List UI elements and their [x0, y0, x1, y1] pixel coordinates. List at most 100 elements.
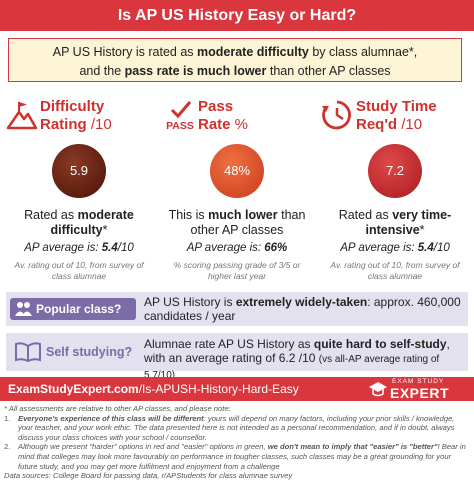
text-segment: extremely widely-taken — [235, 295, 368, 309]
heading: Study Time Req'd /10 — [356, 98, 437, 134]
cap-icon — [369, 382, 387, 397]
text-segment: Alumnae rate AP US History as — [144, 337, 314, 351]
note-items: 1. Everyone's experience of this class wi… — [4, 414, 470, 472]
text-segment: AP average is: — [24, 242, 102, 254]
row-text: Alumnae rate AP US History as quite hard… — [144, 337, 464, 383]
average: AP average is: 5.4/10 — [4, 242, 154, 254]
text-segment: /10 — [117, 242, 134, 254]
summary-line: AP US History is rated as moderate diffi… — [9, 43, 461, 62]
text-segment: AP US History is rated as — [52, 45, 198, 59]
text-segment: /10 — [397, 116, 423, 133]
text-segment: /10 — [86, 116, 112, 133]
study-column: Study Time Req'd /10 7.2 Rated as very t… — [316, 92, 474, 290]
description: This is much lower than other AP classes — [168, 208, 306, 238]
note-text: Although we present "harder" options in … — [18, 442, 466, 470]
heading-line: Difficulty — [40, 98, 105, 115]
popular-row: Popular class? AP US History is extremel… — [6, 292, 468, 326]
text-segment: Req'd — [356, 116, 398, 133]
value-circle: 5.9 — [52, 144, 106, 198]
notes: * All assessments are relative to other … — [4, 404, 470, 481]
average: AP average is: 5.4/10 — [320, 242, 470, 254]
text-segment: ExamStudyExpert.com — [8, 382, 139, 396]
text-segment: ! Bear in mind that colleges may look mo… — [18, 442, 466, 471]
heading-line: Pass — [198, 98, 234, 115]
row-label-text: Popular class? — [36, 302, 122, 316]
text-segment: 5.4 — [417, 242, 434, 254]
text-segment: : approx. 460,000 candidates / year — [144, 295, 461, 323]
note: Av. rating out of 10, from survey of cla… — [14, 260, 144, 281]
text-segment: moderate difficulty — [197, 45, 309, 59]
footer-url: ExamStudyExpert.com/Is-APUSH-History-Har… — [8, 382, 299, 396]
text-segment: and the — [79, 64, 125, 78]
description: Rated as very time-intensive* — [326, 208, 464, 238]
heading-line: Rating /10 — [40, 116, 112, 134]
note-number: 1. — [4, 413, 11, 423]
text-segment: 5.4 — [101, 242, 118, 254]
difficulty-column: Difficulty Rating /10 5.9 Rated as moder… — [0, 92, 158, 290]
text-segment: moderate difficulty — [50, 208, 134, 237]
text-segment: % — [230, 116, 249, 133]
note-item: 2. Although we present "harder" options i… — [4, 442, 470, 471]
text-segment: than other AP classes — [190, 208, 306, 237]
notes-sources: Data sources: College Board for passing … — [4, 471, 293, 481]
note: Av. rating out of 10, from survey of cla… — [330, 260, 460, 281]
text-segment: quite hard to self-study — [313, 337, 447, 351]
text-segment: (vs all-AP average rating of 5.7/10) — [144, 354, 440, 381]
heading: Difficulty Rating /10 — [40, 98, 112, 134]
text-segment: AP average is: — [340, 242, 418, 254]
title: Is AP US History Easy or Hard? — [0, 0, 474, 31]
row-label: Self studying? — [10, 337, 136, 367]
text-segment: Rated as — [24, 208, 78, 222]
heading-line: Study Time — [356, 98, 437, 115]
note-item: 1. Everyone's experience of this class wi… — [4, 414, 470, 443]
row-label-text: Self studying? — [46, 345, 133, 359]
note: % scoring passing grade of 3/5 or higher… — [173, 260, 301, 281]
text-segment: , with an average rating of 6.2 /10 — [144, 337, 450, 365]
text-segment: AP US History is — [144, 295, 236, 309]
pass-icon: PASS — [166, 101, 194, 132]
row-text: AP US History is extremely widely-taken:… — [144, 295, 464, 323]
text-segment: /10 — [433, 242, 450, 254]
heading: Pass Rate % — [198, 98, 248, 134]
logo-top: EXAM STUDY — [392, 378, 445, 385]
note-number: 2. — [4, 442, 11, 452]
text-segment: * — [102, 223, 108, 237]
heading-line: Req'd /10 — [356, 116, 437, 134]
text-segment: AP average is: — [186, 242, 265, 254]
text-segment: * — [419, 223, 425, 237]
text-segment: pass rate is much lower — [124, 64, 267, 78]
pass-column: PASS Pass Rate % 48% This is much lower … — [158, 92, 316, 290]
notes-intro: * All assessments are relative to other … — [4, 404, 231, 413]
text-segment: Although we present "harder" options in … — [18, 442, 268, 452]
mountain-icon — [6, 102, 38, 130]
text-segment: 66% — [264, 242, 288, 254]
row-label: Popular class? — [10, 298, 136, 320]
note-text: Everyone's experience of this class will… — [18, 414, 454, 442]
text-segment: very time-intensive — [365, 208, 452, 237]
text-segment: than other AP classes — [266, 64, 391, 78]
text-segment: Rate — [198, 116, 231, 133]
book-icon — [15, 342, 41, 363]
text-segment: This is — [168, 208, 209, 222]
text-segment: /Is-APUSH-History-Hard-Easy — [138, 382, 299, 396]
text-segment: by class alumnae*, — [308, 45, 418, 59]
average: AP average is: 66% — [162, 242, 312, 254]
clock-icon — [322, 100, 351, 130]
text-segment: we don't mean to imply that "easier" is … — [267, 442, 438, 452]
summary: AP US History is rated as moderate diffi… — [8, 38, 462, 82]
text-segment: much lower — [208, 208, 278, 222]
people-icon — [15, 302, 32, 316]
footer: ExamStudyExpert.com/Is-APUSH-History-Har… — [0, 377, 474, 401]
icon-text: PASS — [166, 120, 194, 132]
logo-main: EXPERT — [390, 385, 450, 401]
description: Rated as moderate difficulty* — [10, 208, 148, 238]
heading-line: Rate % — [198, 116, 248, 134]
summary-line: and the pass rate is much lower than oth… — [9, 62, 461, 81]
value-circle: 48% — [210, 144, 264, 198]
text-segment: : yours will depend on many factors, inc… — [18, 413, 455, 442]
text-segment: Rating — [40, 116, 87, 133]
text-segment: Everyone's experience of this class will… — [18, 413, 204, 423]
self-study-row: Self studying? Alumnae rate AP US Histor… — [6, 333, 468, 381]
text-segment: Rated as — [338, 208, 393, 222]
